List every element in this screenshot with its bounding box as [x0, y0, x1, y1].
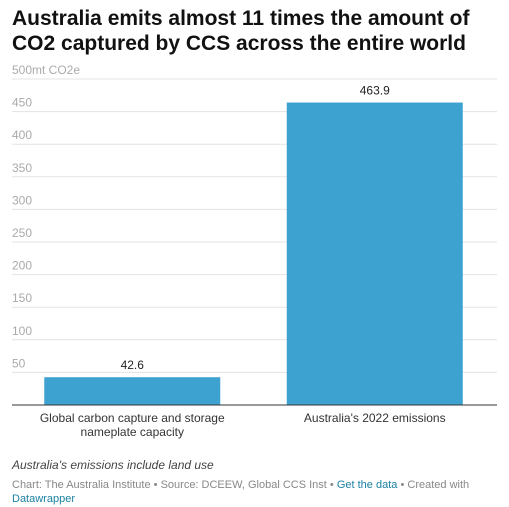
- y-tick-label: 500mt CO2e: [12, 63, 80, 77]
- y-tick-label: 250: [12, 226, 32, 240]
- chart-area: 50 100 150 200 250 300 350 400 450 500mt CO2e 42.6…: [0, 56, 509, 446]
- chart-note: Australia's emissions include land use: [12, 458, 214, 472]
- y-tick-label: 150: [12, 291, 32, 305]
- chart-credit: Chart: The Australia Institute: [12, 479, 151, 491]
- datawrapper-link[interactable]: Datawrapper: [12, 493, 75, 505]
- created-with-text: Created with: [407, 479, 470, 491]
- chart-title: Australia emits almost 11 times the amou…: [12, 7, 470, 55]
- bar: [44, 377, 221, 405]
- bar: [286, 102, 463, 405]
- value-label: 42.6: [121, 358, 145, 372]
- source-text: Source: DCEEW, Global CCS Inst: [160, 479, 327, 491]
- get-the-data-link[interactable]: Get the data: [336, 479, 398, 491]
- footer-separator: •: [400, 479, 405, 491]
- y-tick-label: 450: [12, 96, 32, 110]
- y-tick-label: 400: [12, 128, 32, 142]
- category-label: Global carbon capture and storage namepl…: [39, 411, 225, 439]
- bar-chart: 50 100 150 200 250 300 350 400 450 500mt CO2e 42.6…: [12, 63, 497, 406]
- y-tick-label: 200: [12, 259, 32, 273]
- y-tick-label: 300: [12, 193, 32, 207]
- y-tick-label: 100: [12, 324, 32, 338]
- y-tick-label: 350: [12, 161, 32, 175]
- footer-separator: •: [329, 479, 334, 491]
- footer-separator: •: [153, 479, 158, 491]
- chart-footer: Chart: The Australia Institute • Source:…: [12, 478, 492, 506]
- y-tick-label: 50: [12, 356, 26, 370]
- category-label: Australia's 2022 emissions: [303, 411, 446, 425]
- value-label: 463.9: [360, 84, 390, 98]
